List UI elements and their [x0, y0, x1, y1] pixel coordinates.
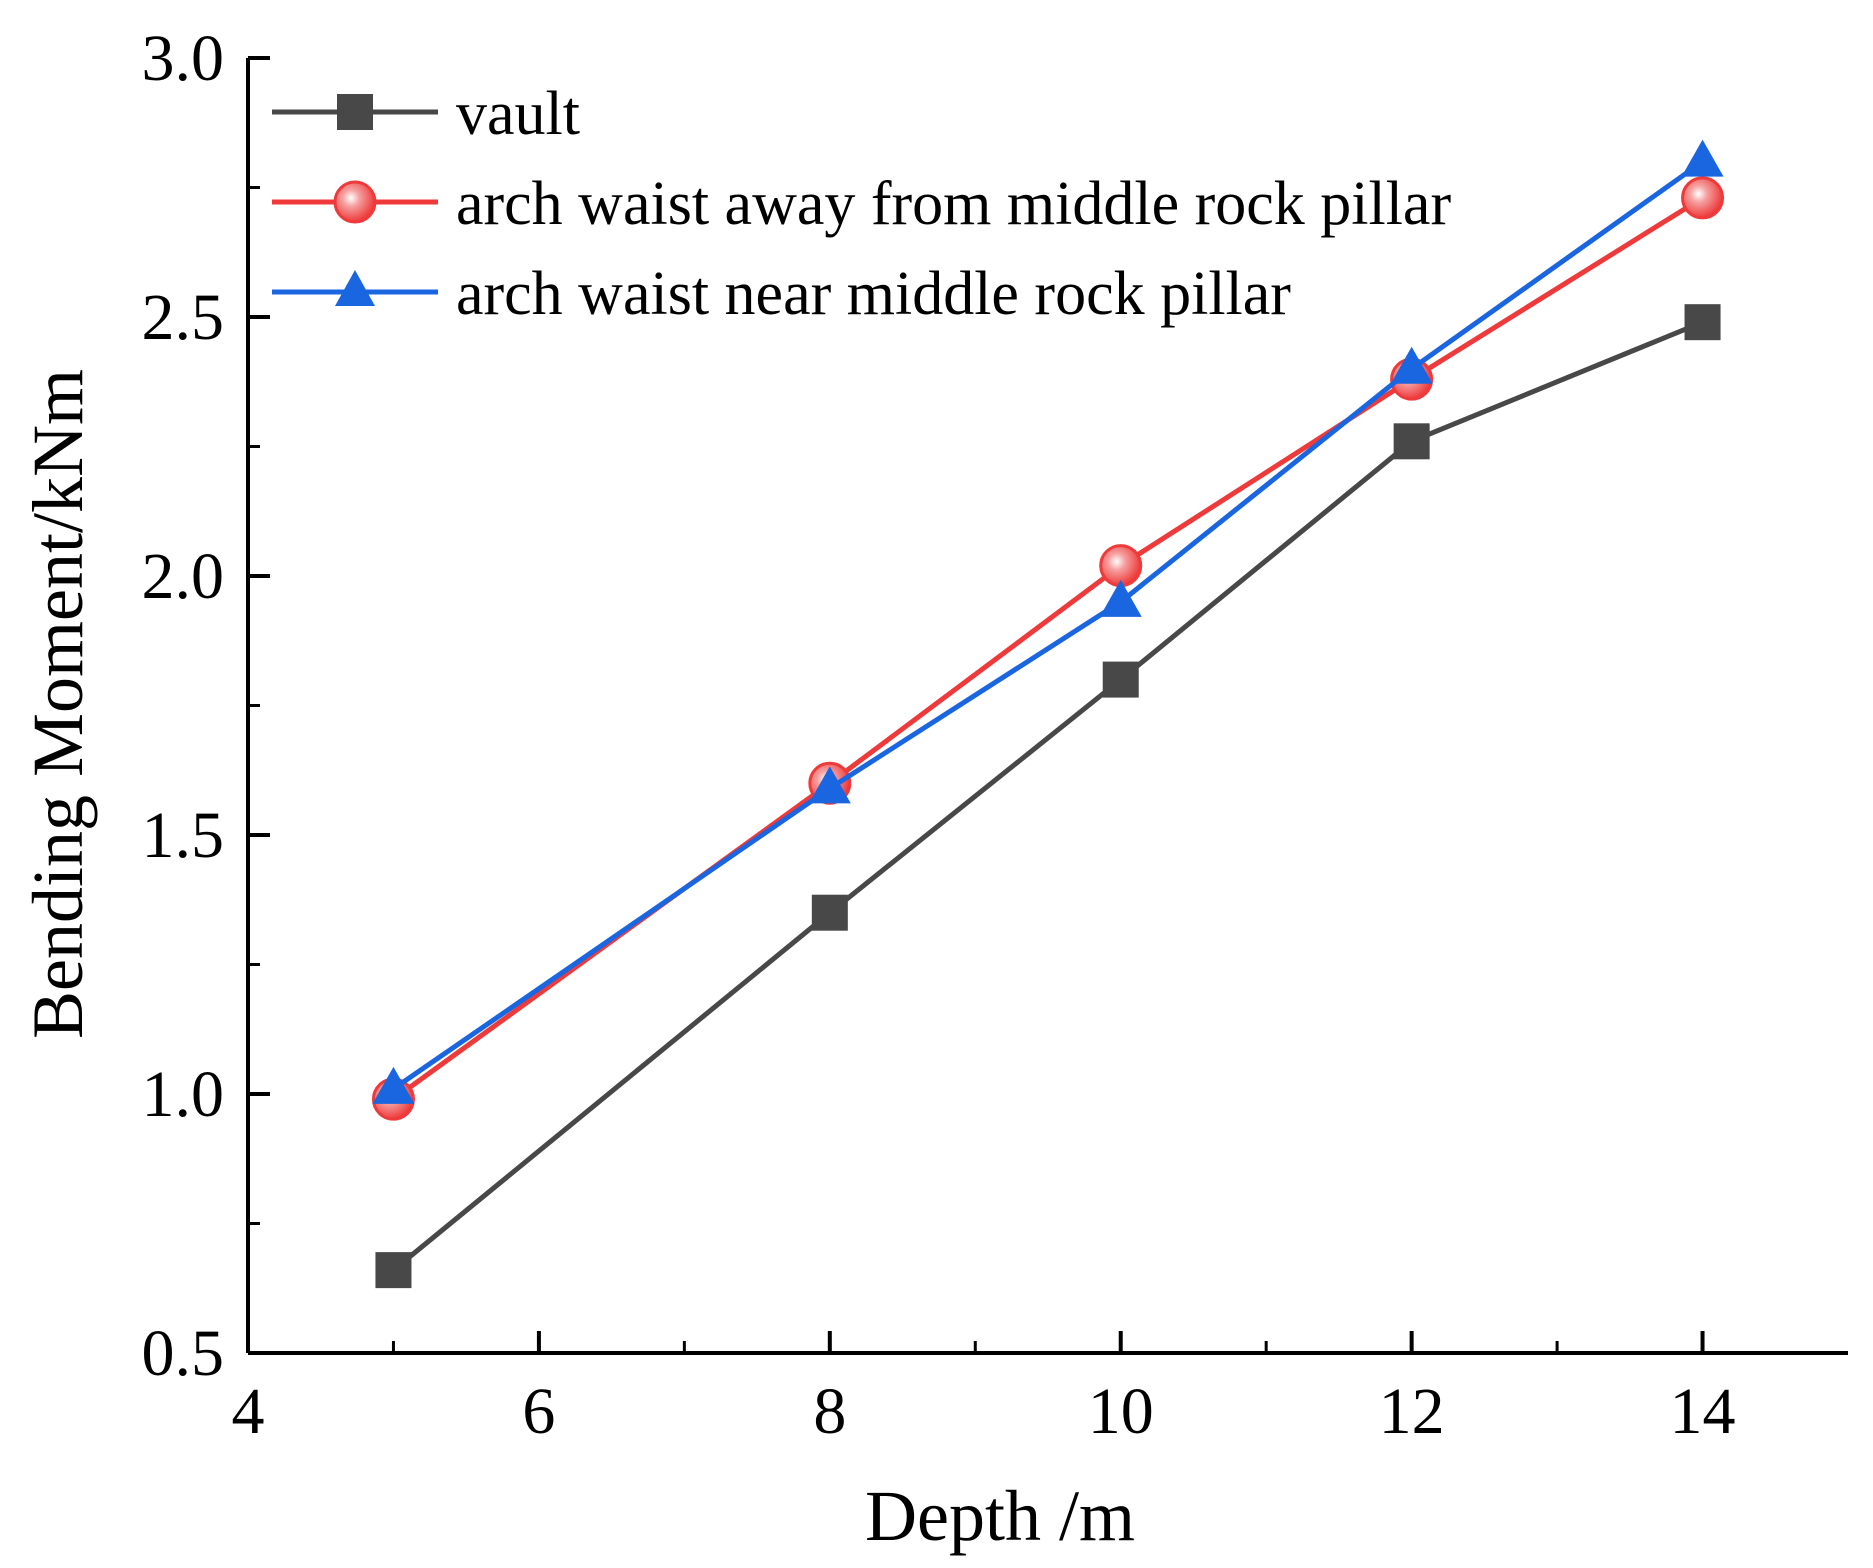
legend-label-vault: vault	[456, 80, 580, 148]
legend-entry-vault: vault	[272, 80, 580, 148]
data-point	[1681, 176, 1725, 220]
data-point	[372, 1066, 415, 1104]
y-tick-label: 1.5	[142, 799, 225, 872]
y-tick-label: 1.0	[142, 1058, 225, 1131]
x-tick-label: 14	[1670, 1375, 1736, 1448]
legend-label-arch-waist-away: arch waist away from middle rock pillar	[456, 170, 1451, 238]
y-tick-label: 0.5	[142, 1317, 225, 1390]
series-line	[391, 319, 1704, 1273]
x-tick-label: 4	[232, 1375, 265, 1448]
data-point	[808, 766, 851, 804]
x-ticks: 4 6 8 10 12 14	[232, 1331, 1736, 1448]
x-tick-label: 10	[1088, 1375, 1154, 1448]
y-tick-label: 2.5	[142, 281, 225, 354]
data-point	[1102, 661, 1139, 698]
series-layer	[371, 139, 1725, 1289]
data-point	[375, 1252, 412, 1289]
data-point	[1099, 544, 1143, 588]
data-point	[1393, 423, 1430, 460]
legend-entry-arch-waist-near: arch waist near middle rock pillar	[272, 260, 1291, 328]
data-point	[1099, 579, 1142, 617]
x-tick-label: 12	[1379, 1375, 1445, 1448]
legend-marker-vault	[337, 94, 373, 130]
data-point	[1684, 304, 1721, 341]
data-point	[811, 894, 848, 931]
axes	[246, 58, 1848, 1355]
legend: vault arch waist away from middle rock p…	[272, 80, 1451, 328]
data-point	[1681, 139, 1724, 177]
x-tick-label: 8	[813, 1375, 846, 1448]
legend-label-arch-waist-near: arch waist near middle rock pillar	[456, 260, 1291, 328]
legend-marker-arch-waist-near	[335, 270, 375, 306]
y-tick-label: 3.0	[142, 22, 225, 95]
x-axis-title: Depth /m	[865, 1476, 1135, 1556]
y-tick-label: 2.0	[142, 540, 225, 613]
series-0	[375, 304, 1721, 1289]
y-ticks: 0.5 1.0 1.5 2.0 2.5 3.0	[142, 22, 270, 1390]
data-point	[1390, 346, 1433, 384]
y-axis-title: Bending Moment/kNm	[18, 369, 98, 1039]
series-2	[372, 139, 1724, 1104]
legend-marker-arch-waist-away	[333, 180, 377, 224]
x-tick-label: 6	[522, 1375, 555, 1448]
legend-entry-arch-waist-away: arch waist away from middle rock pillar	[272, 170, 1451, 238]
